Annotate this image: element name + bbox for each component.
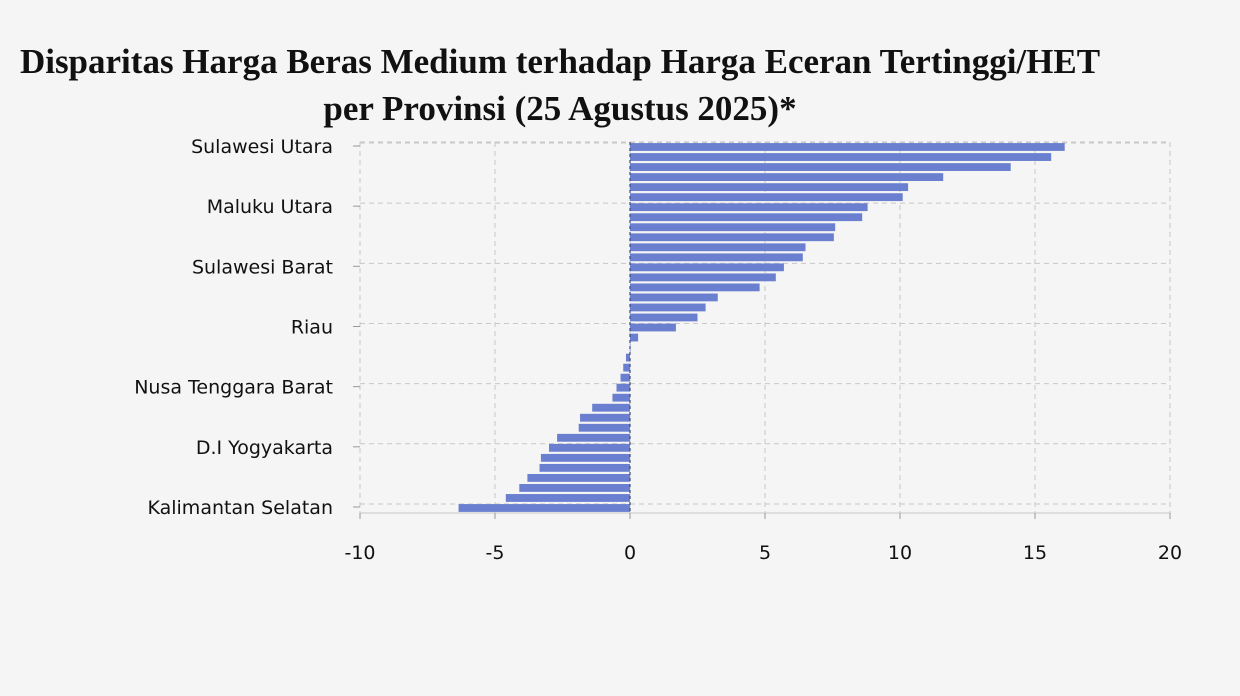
bar[interactable] <box>625 353 630 362</box>
bar[interactable] <box>580 413 630 422</box>
bar[interactable] <box>630 263 784 272</box>
y-tick-label: Kalimantan Selatan <box>147 497 333 519</box>
bar[interactable] <box>630 213 863 222</box>
bar[interactable] <box>630 153 1052 161</box>
bar[interactable] <box>630 183 909 192</box>
y-tick-label: D.I Yogyakarta <box>196 437 333 459</box>
bar[interactable] <box>630 313 698 322</box>
bar[interactable] <box>519 484 630 492</box>
bar[interactable] <box>592 403 630 412</box>
chart-title: Disparitas Harga Beras Medium terhadap H… <box>19 42 1101 128</box>
x-tick-label: -10 <box>344 542 375 564</box>
bar[interactable] <box>630 143 1065 151</box>
bar[interactable] <box>612 393 630 402</box>
bar[interactable] <box>630 173 944 182</box>
y-tick-label: Riau <box>291 316 333 338</box>
bar[interactable] <box>540 453 630 462</box>
bar[interactable] <box>630 163 1011 171</box>
x-tick-label: 20 <box>1158 542 1182 564</box>
y-tick-label: Maluku Utara <box>207 196 333 218</box>
bar[interactable] <box>630 323 676 332</box>
bar[interactable] <box>630 303 706 312</box>
bar[interactable] <box>630 253 803 262</box>
bar[interactable] <box>630 243 806 252</box>
bar[interactable] <box>630 203 868 212</box>
bar[interactable] <box>539 463 630 472</box>
y-tick-label: Sulawesi Utara <box>191 136 333 158</box>
x-tick-label: 10 <box>888 542 912 564</box>
bar[interactable] <box>630 193 903 202</box>
x-tick-label: 15 <box>1023 542 1047 564</box>
bar[interactable] <box>630 283 760 292</box>
bar[interactable] <box>630 273 776 282</box>
x-tick-label: 0 <box>624 542 636 564</box>
bar[interactable] <box>630 223 836 232</box>
bar[interactable] <box>458 504 630 512</box>
bar[interactable] <box>630 233 834 242</box>
y-tick-label: Nusa Tenggara Barat <box>134 377 333 399</box>
x-tick-label: -5 <box>486 542 505 564</box>
bar[interactable] <box>630 293 718 302</box>
x-tick-label: 5 <box>759 542 771 564</box>
bar[interactable] <box>623 363 630 372</box>
bar[interactable] <box>578 423 630 432</box>
bar[interactable] <box>630 333 639 342</box>
bar[interactable] <box>620 373 630 382</box>
y-tick-label: Sulawesi Barat <box>192 256 333 278</box>
bar[interactable] <box>616 383 631 392</box>
bar[interactable] <box>505 494 630 502</box>
bar-layer <box>458 143 1065 512</box>
bar[interactable] <box>557 433 630 442</box>
bar[interactable] <box>549 443 630 452</box>
axis-layer: -10 -5 0 5 10 15 20 Sulawesi Utara Maluku Utara S… <box>134 136 1182 564</box>
bar[interactable] <box>527 473 630 482</box>
